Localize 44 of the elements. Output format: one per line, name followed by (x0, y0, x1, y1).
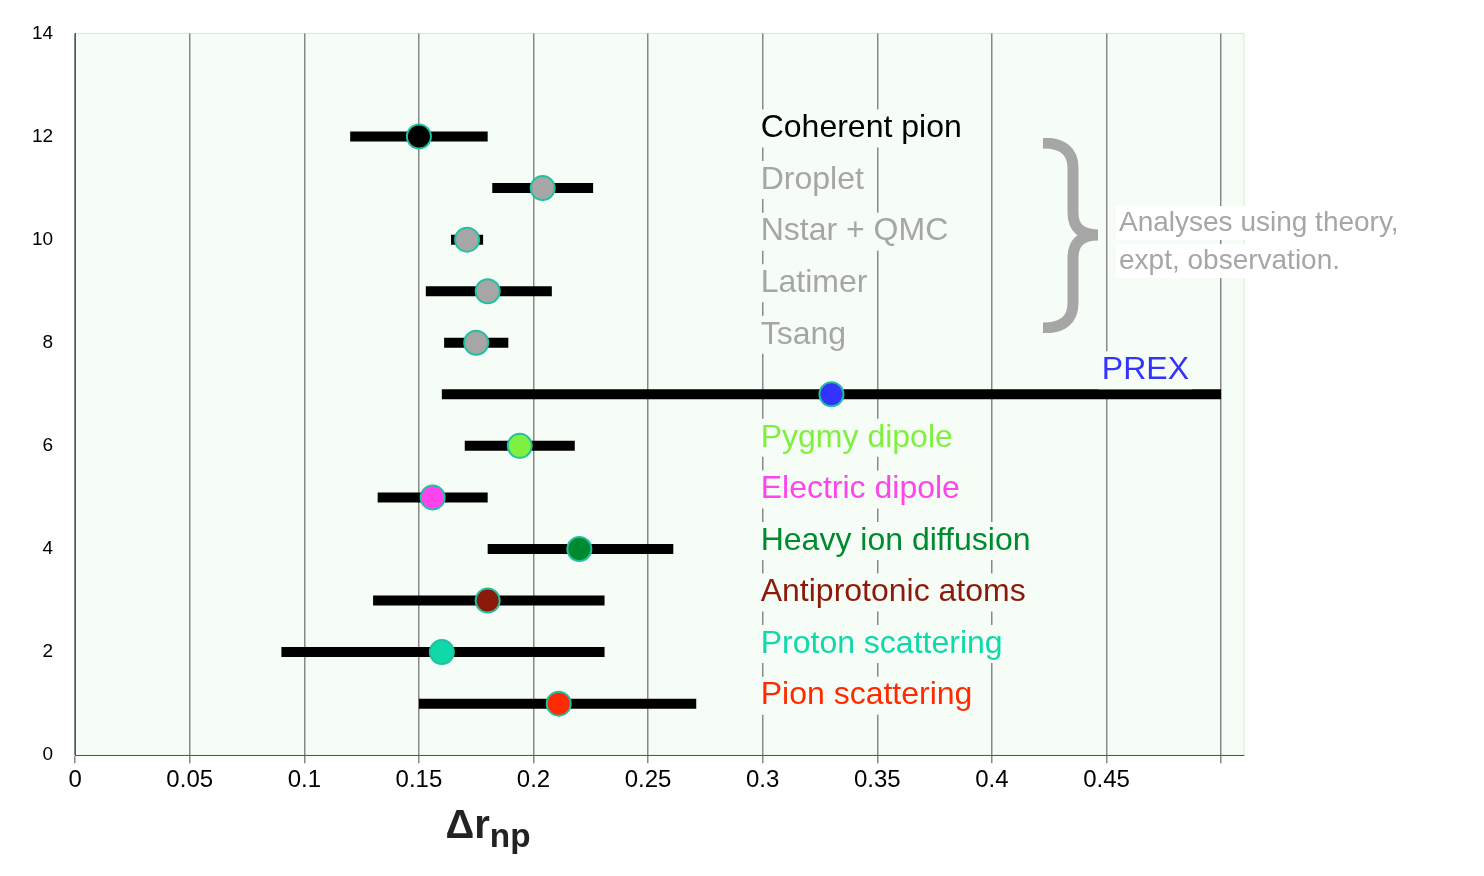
x-tick-label: 0.35 (853, 765, 901, 793)
text: Proton scattering (760, 623, 1003, 660)
y-tick-label: 2 (42, 640, 54, 662)
x-tick-label: 0.15 (395, 765, 443, 793)
text: Pygmy dipole (760, 417, 953, 454)
x-tick-label: 0.1 (287, 765, 322, 793)
text: Pion scattering (760, 675, 973, 712)
point (529, 175, 556, 202)
x-tick-label: 0 (68, 765, 82, 793)
point (405, 123, 432, 150)
point (474, 278, 501, 305)
x-tick-label: 0.4 (975, 765, 1009, 793)
point (463, 329, 490, 356)
point (428, 639, 455, 666)
text: Heavy ion diffusion (760, 520, 1031, 557)
x-axis-title: Δr$_{np}$ (444, 801, 532, 856)
point (818, 381, 845, 408)
text: PREX (1101, 350, 1189, 387)
point (566, 535, 593, 562)
y-tick-label: 14 (31, 21, 54, 43)
x-tick-label: 0.45 (1083, 765, 1130, 793)
text: Antiprotonic atoms (760, 572, 1026, 609)
x-tick-label: 0.2 (516, 765, 551, 793)
text: Coherent pion (760, 108, 962, 145)
x-tick-label: 0.3 (746, 765, 780, 793)
y-tick-label: 6 (42, 434, 54, 456)
y-tick-label: 8 (42, 330, 54, 352)
point (419, 484, 446, 511)
x-tick-label: 0.25 (624, 765, 672, 793)
text: Latimer (760, 263, 868, 300)
y-tick-label: 10 (31, 227, 54, 249)
text: Droplet (760, 159, 864, 196)
text: Electric dipole (760, 469, 960, 506)
y-tick-label: 0 (42, 743, 54, 765)
point (506, 432, 533, 459)
annotation: Analyses using theory, expt, observation. (1119, 205, 1399, 275)
text: Nstar + QMC (760, 211, 949, 248)
point (454, 226, 481, 253)
x-tick-label: 0.05 (166, 765, 214, 793)
point (545, 690, 572, 717)
y-tick-label: 4 (42, 537, 54, 559)
point (474, 587, 501, 614)
text: Tsang (760, 314, 847, 351)
y-tick-label: 12 (31, 124, 54, 146)
